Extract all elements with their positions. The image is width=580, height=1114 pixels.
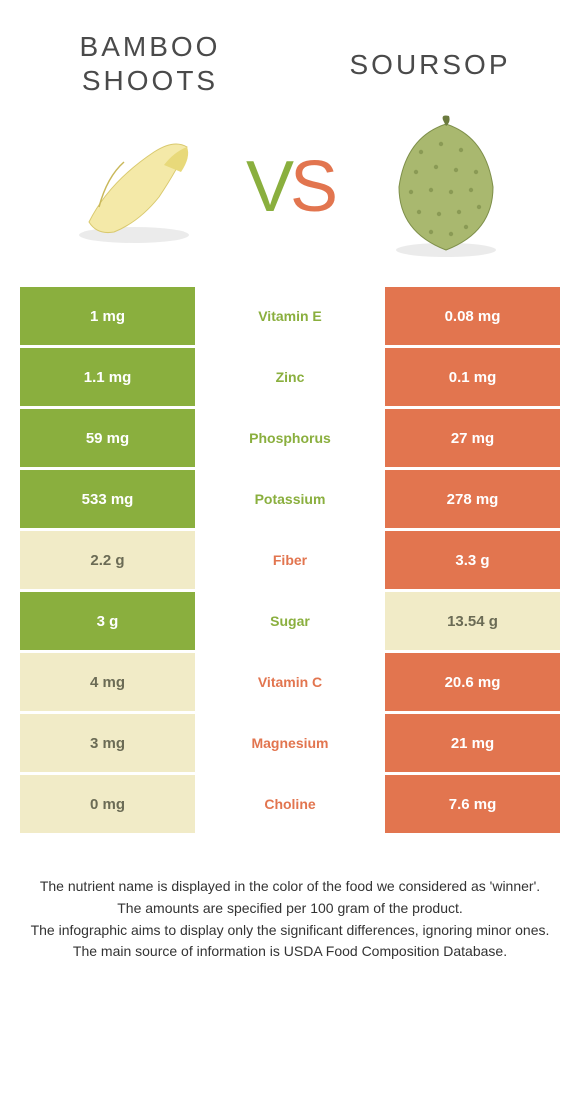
cell-left: 0 mg	[20, 775, 195, 833]
cell-right: 27 mg	[385, 409, 560, 467]
cell-label: Vitamin E	[195, 287, 385, 345]
cell-right: 278 mg	[385, 470, 560, 528]
table-row: 1 mgVitamin E0.08 mg	[20, 287, 560, 345]
table-row: 3 gSugar13.54 g	[20, 592, 560, 650]
header: BAMBOO SHOOTS SOURSOP	[0, 0, 580, 97]
table-row: 1.1 mgZinc0.1 mg	[20, 348, 560, 406]
vs-v: V	[246, 147, 290, 227]
title-right-text: SOURSOP	[349, 49, 510, 80]
cell-left: 59 mg	[20, 409, 195, 467]
cell-right: 20.6 mg	[385, 653, 560, 711]
vs-s: S	[290, 147, 334, 227]
cell-right: 21 mg	[385, 714, 560, 772]
title-left: BAMBOO SHOOTS	[50, 30, 250, 97]
comparison-table: 1 mgVitamin E0.08 mg1.1 mgZinc0.1 mg59 m…	[0, 287, 580, 833]
cell-right: 7.6 mg	[385, 775, 560, 833]
title-left-line2: SHOOTS	[82, 65, 218, 96]
table-row: 59 mgPhosphorus27 mg	[20, 409, 560, 467]
cell-label: Zinc	[195, 348, 385, 406]
table-row: 533 mgPotassium278 mg	[20, 470, 560, 528]
vs-label: VS	[246, 146, 334, 228]
cell-left: 3 g	[20, 592, 195, 650]
table-row: 3 mgMagnesium21 mg	[20, 714, 560, 772]
soursop-image	[371, 117, 521, 257]
cell-right: 3.3 g	[385, 531, 560, 589]
footer-notes: The nutrient name is displayed in the co…	[0, 836, 580, 963]
cell-label: Vitamin C	[195, 653, 385, 711]
cell-right: 0.08 mg	[385, 287, 560, 345]
footer-line-4: The main source of information is USDA F…	[20, 941, 560, 963]
cell-right: 13.54 g	[385, 592, 560, 650]
footer-line-2: The amounts are specified per 100 gram o…	[20, 898, 560, 920]
footer-line-3: The infographic aims to display only the…	[20, 920, 560, 942]
cell-left: 1.1 mg	[20, 348, 195, 406]
cell-label: Phosphorus	[195, 409, 385, 467]
cell-label: Fiber	[195, 531, 385, 589]
cell-label: Magnesium	[195, 714, 385, 772]
cell-left: 4 mg	[20, 653, 195, 711]
table-row: 4 mgVitamin C20.6 mg	[20, 653, 560, 711]
table-row: 2.2 gFiber3.3 g	[20, 531, 560, 589]
table-row: 0 mgCholine7.6 mg	[20, 775, 560, 833]
cell-left: 3 mg	[20, 714, 195, 772]
cell-label: Potassium	[195, 470, 385, 528]
cell-label: Sugar	[195, 592, 385, 650]
title-right: SOURSOP	[330, 30, 530, 82]
cell-label: Choline	[195, 775, 385, 833]
cell-left: 2.2 g	[20, 531, 195, 589]
images-row: VS	[0, 97, 580, 287]
cell-left: 1 mg	[20, 287, 195, 345]
footer-line-1: The nutrient name is displayed in the co…	[20, 876, 560, 898]
bamboo-shoots-image	[59, 117, 209, 257]
cell-right: 0.1 mg	[385, 348, 560, 406]
title-left-line1: BAMBOO	[80, 31, 221, 62]
cell-left: 533 mg	[20, 470, 195, 528]
